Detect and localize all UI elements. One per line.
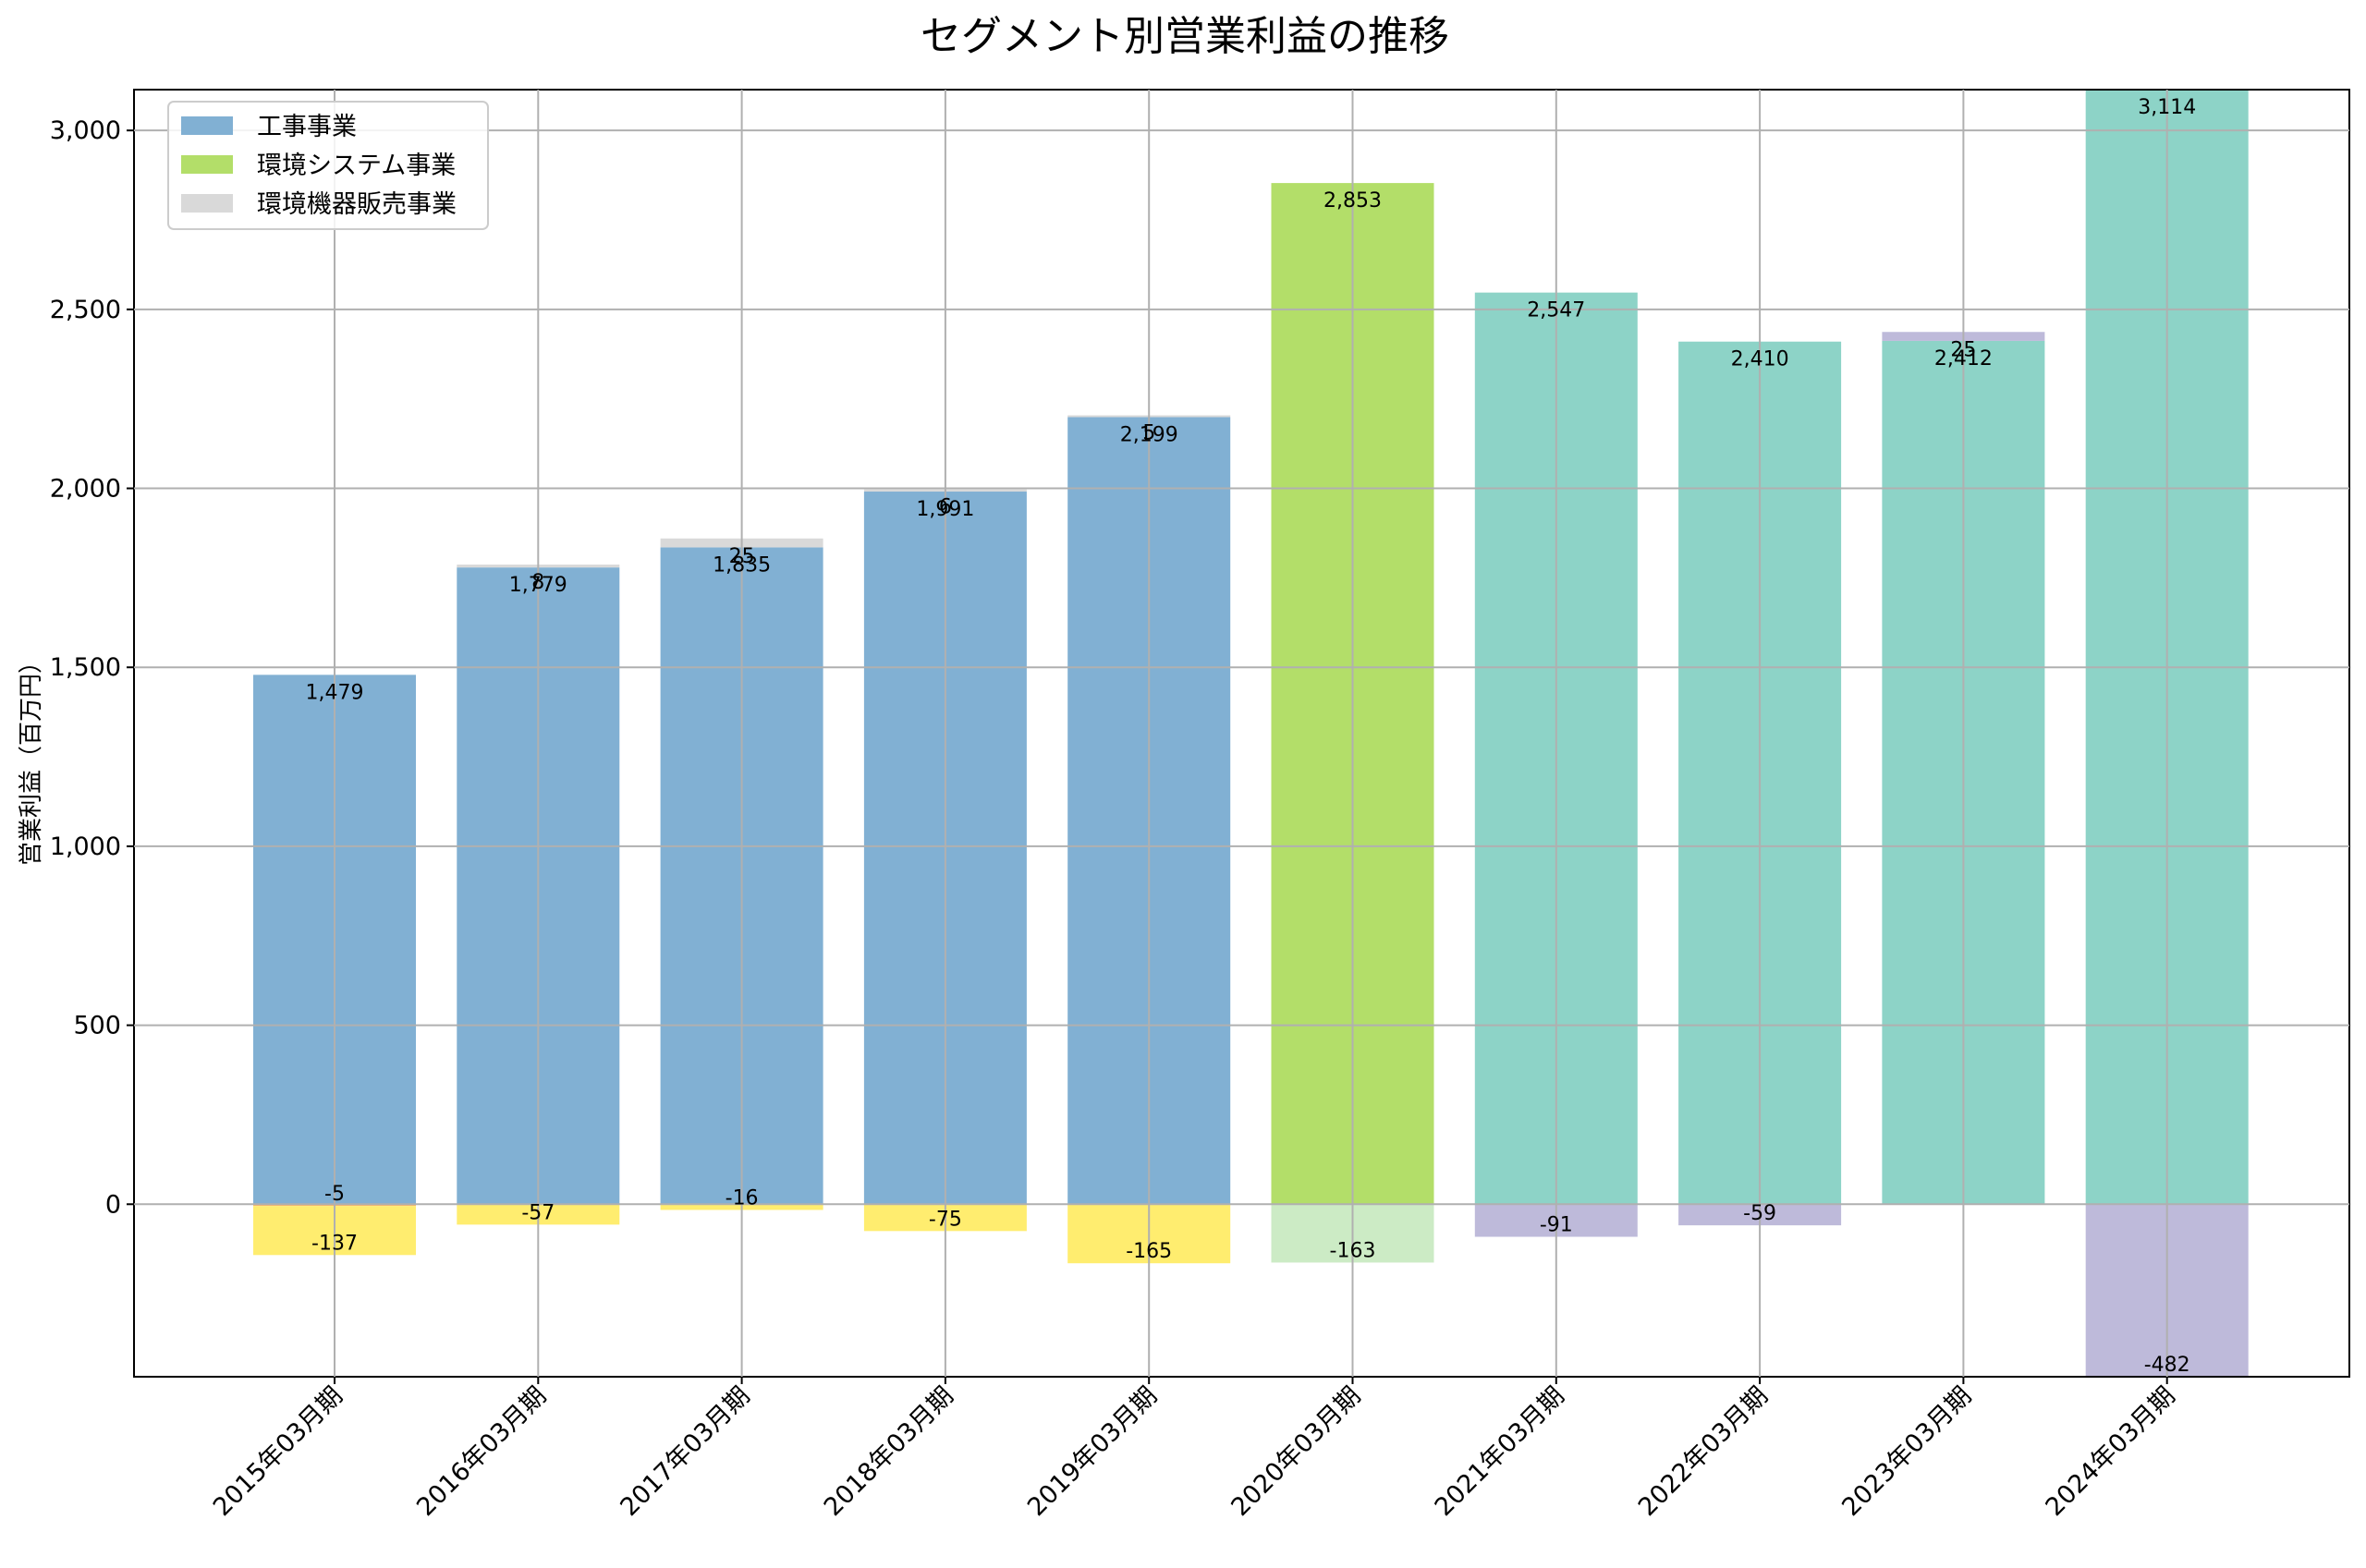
legend-swatch [181, 155, 233, 174]
grid [134, 90, 2349, 1377]
bar-value-label: -482 [2144, 1354, 2190, 1377]
bar-value-label: 2,199 [1120, 423, 1178, 446]
bar-value-label: -137 [311, 1232, 358, 1255]
bar-value-label: -5 [324, 1183, 345, 1206]
bar-value-label: -59 [1743, 1202, 1776, 1225]
bar-value-label: -91 [1540, 1214, 1573, 1237]
legend-swatch [181, 116, 233, 135]
y-tick-label: 2,000 [50, 475, 121, 504]
bar-value-label: 25 [1950, 338, 1976, 361]
bar-value-label: -16 [726, 1186, 759, 1209]
bar-value-label: -163 [1330, 1239, 1376, 1262]
bar-value-label: 1,835 [713, 553, 771, 577]
legend-label: 工事事業 [257, 113, 357, 141]
y-tick-label: 500 [73, 1012, 121, 1040]
x-tick-label: 2019年03月期 [1022, 1381, 1163, 1522]
y-axis-label: 営業利益（百万円） [18, 650, 45, 866]
y-tick-label: 3,000 [50, 116, 121, 145]
y-tick-label: 0 [105, 1190, 121, 1219]
x-tick-label: 2015年03月期 [208, 1381, 348, 1522]
y-tick-label: 2,500 [50, 296, 121, 324]
bar-value-label: 1,779 [509, 574, 567, 597]
legend-swatch [181, 194, 233, 213]
bar-value-label: 2,410 [1731, 348, 1789, 371]
bar-value-label: 2,547 [1527, 299, 1585, 322]
x-tick-label: 2022年03月期 [1633, 1381, 1774, 1522]
plot-frame [133, 89, 2350, 1378]
x-tick-label: 2024年03月期 [2041, 1381, 2181, 1522]
bar-value-label: 25 [729, 545, 755, 568]
x-tick-label: 2023年03月期 [1836, 1381, 1977, 1522]
bar-value-label: -57 [521, 1201, 555, 1224]
bars [253, 90, 2249, 1377]
bar-value-label: 1,479 [306, 681, 364, 704]
bar-labels: 1,479-5-1371,7798-571,83525-161,9916-752… [306, 96, 2197, 1377]
bar-value-label: 1,991 [916, 498, 974, 521]
bar-value-label: 2,412 [1934, 347, 1993, 371]
bar-value-label: 6 [939, 496, 952, 519]
bar-value-label: 3,114 [2138, 96, 2196, 119]
bar-value-label: 5 [1142, 422, 1155, 445]
legend-box [167, 101, 489, 230]
x-tick-label: 2016年03月期 [411, 1381, 552, 1522]
bar-value-label: 8 [531, 571, 544, 594]
y-tick-label: 1,000 [50, 833, 121, 861]
x-tick-label: 2017年03月期 [615, 1381, 755, 1522]
x-tick-label: 2018年03月期 [819, 1381, 959, 1522]
bar-value-label: -75 [929, 1208, 962, 1231]
bar-value-label: -165 [1126, 1240, 1172, 1263]
y-tick-label: 1,500 [50, 653, 121, 682]
bar-value-label: 2,853 [1323, 189, 1382, 213]
x-tick-label: 2020年03月期 [1226, 1381, 1366, 1522]
legend-label: 環境システム事業 [257, 152, 456, 180]
chart-title: セグメント別営業利益の推移 [921, 13, 1449, 60]
legend-label: 環境機器販売事業 [257, 190, 457, 219]
x-tick-label: 2021年03月期 [1430, 1381, 1570, 1522]
